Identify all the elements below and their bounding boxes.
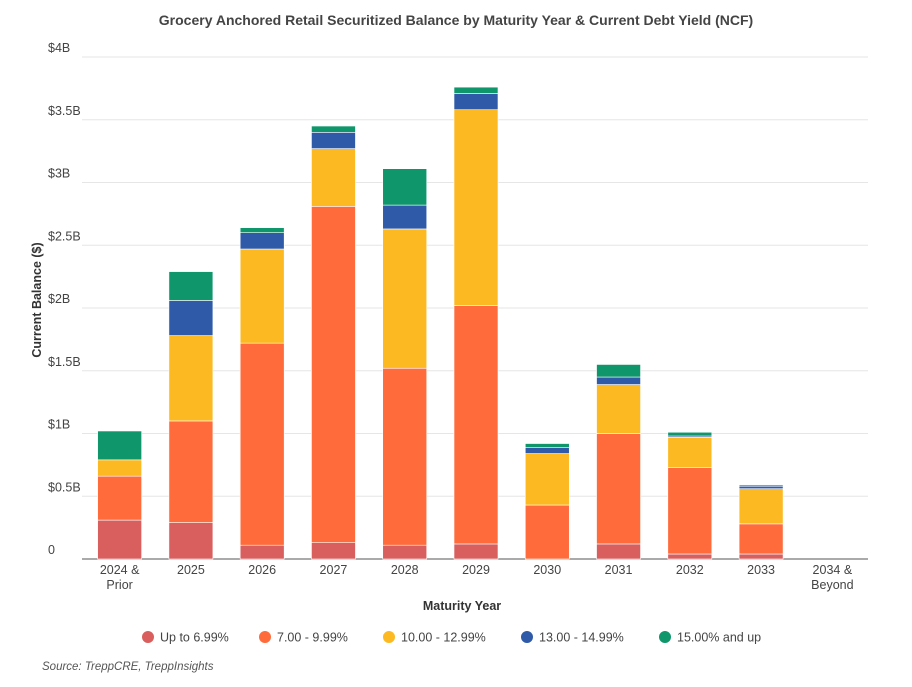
x-tick-label: 2024 & Prior	[100, 563, 140, 592]
bar-segment	[738, 523, 784, 555]
x-tick-label: 2027	[320, 563, 348, 577]
legend-swatch	[142, 631, 154, 643]
bar-segment	[311, 148, 356, 207]
bar-segment	[596, 543, 641, 560]
bar-segment	[667, 467, 713, 555]
legend-item: 7.00 - 9.99%	[259, 631, 348, 645]
bar-segment	[738, 488, 784, 525]
bar-segment	[738, 485, 784, 490]
x-tick-label: 2032	[676, 563, 704, 577]
x-axis-title: Maturity Year	[423, 599, 501, 613]
bar-segment	[524, 447, 570, 454]
bar-segment	[168, 271, 214, 301]
legend-label: 15.00% and up	[677, 631, 761, 645]
x-tick-labels: 2024 & Prior 2025 2026 2027 2028 2029 2030 2031 2…	[100, 563, 854, 592]
bar-segment	[596, 384, 641, 434]
y-axis-title: Current Balance ($)	[30, 242, 44, 357]
bar-segment	[524, 504, 570, 560]
bar-segment	[311, 542, 356, 560]
bar-segment	[738, 553, 784, 560]
legend-swatch	[521, 631, 533, 643]
bar-segment	[596, 433, 641, 545]
legend: Up to 6.99% 7.00 - 9.99% 10.00 - 12.99% 13.…	[142, 631, 761, 645]
source-note: Source: TreppCRE, TreppInsights	[42, 661, 214, 673]
bar-segment	[667, 553, 713, 560]
x-tick-label: 2025	[177, 563, 205, 577]
x-tick-label: 2026	[248, 563, 276, 577]
x-tick-label: 2034 & Beyond	[811, 563, 853, 592]
bar-segment	[453, 543, 499, 560]
bar-segment	[97, 459, 142, 477]
bar-segment	[168, 300, 214, 336]
x-tick-label: 2031	[605, 563, 633, 577]
bar-segment	[239, 227, 285, 233]
legend-item: 13.00 - 14.99%	[521, 631, 624, 645]
bar-segment	[168, 420, 214, 523]
bar-segment	[97, 475, 142, 521]
x-tick-label: 2029	[462, 563, 490, 577]
bar-segment	[239, 544, 285, 560]
bar-segment	[311, 206, 356, 543]
legend-item: 10.00 - 12.99%	[383, 631, 486, 645]
bar-segment	[382, 204, 428, 230]
legend-label: 13.00 - 14.99%	[539, 631, 624, 645]
y-tick-label: $3B	[48, 167, 70, 181]
legend-swatch	[259, 631, 271, 643]
y-tick-labels: 0 $0.5B $1B $1.5B $2B $2.5B $3B $3.5B $4B	[48, 41, 81, 557]
bar-segment	[382, 228, 428, 369]
y-tick-label: $2.5B	[48, 229, 81, 243]
bar-segment	[382, 168, 428, 206]
bar-segment	[453, 93, 499, 111]
y-tick-label: $1B	[48, 418, 70, 432]
y-tick-label: $2B	[48, 292, 70, 306]
bar-segment	[596, 364, 641, 378]
bar-segment	[382, 367, 428, 546]
bar-segment	[453, 305, 499, 545]
bar-segment	[453, 109, 499, 306]
bar-segment	[596, 376, 641, 385]
chart-title: Grocery Anchored Retail Securitized Bala…	[159, 12, 753, 28]
y-tick-label: 0	[48, 543, 55, 557]
bar-segment	[453, 86, 499, 94]
x-tick-label: 2033	[747, 563, 775, 577]
y-tick-label: $3.5B	[48, 104, 81, 118]
bar-segment	[97, 519, 142, 560]
y-tick-label: $0.5B	[48, 480, 81, 494]
bar-segment	[382, 544, 428, 560]
bar-segment	[667, 431, 713, 437]
bar-segment	[239, 342, 285, 546]
bar-segment	[667, 436, 713, 468]
bars-layer	[97, 86, 784, 560]
legend-item: 15.00% and up	[659, 631, 761, 645]
y-tick-label: $4B	[48, 41, 70, 55]
bar-segment	[524, 443, 570, 448]
legend-item: Up to 6.99%	[142, 631, 229, 645]
bar-segment	[311, 132, 356, 149]
legend-label: Up to 6.99%	[160, 631, 229, 645]
x-tick-label: 2028	[391, 563, 419, 577]
y-tick-label: $1.5B	[48, 355, 81, 369]
bar-segment	[239, 232, 285, 250]
bar-segment	[311, 125, 356, 133]
legend-swatch	[383, 631, 395, 643]
bar-segment	[239, 248, 285, 344]
legend-label: 7.00 - 9.99%	[277, 631, 348, 645]
bar-segment	[97, 430, 142, 461]
legend-label: 10.00 - 12.99%	[401, 631, 486, 645]
x-tick-label: 2030	[533, 563, 561, 577]
bar-segment	[524, 453, 570, 506]
legend-swatch	[659, 631, 671, 643]
bar-segment	[168, 522, 214, 560]
bar-segment	[168, 335, 214, 422]
bar-segment	[738, 484, 784, 487]
